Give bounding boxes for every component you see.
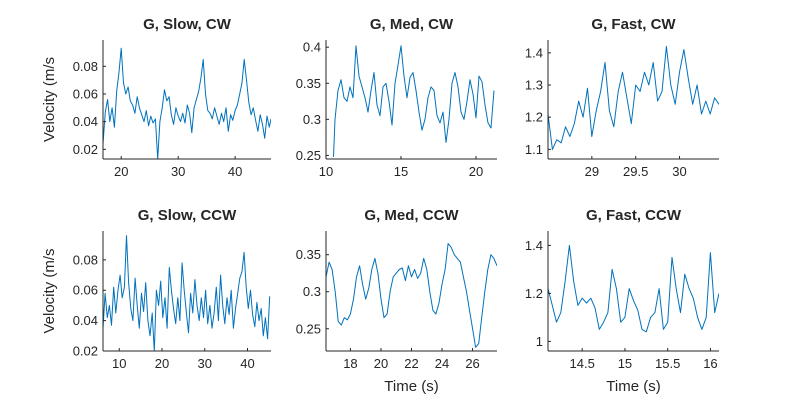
x-tick-label: 29.5	[623, 164, 648, 179]
subplot-title: G, Slow, CW	[143, 16, 232, 33]
y-axis-label: Velocity (m/s	[41, 57, 58, 142]
y-tick-label: 1.1	[525, 142, 543, 157]
y-tick-label: 1.2	[525, 286, 543, 301]
x-tick-label: 15.5	[655, 356, 680, 371]
y-tick-label: 1	[536, 334, 543, 349]
series-line	[326, 243, 497, 348]
x-tick-label: 15	[618, 356, 632, 371]
y-tick-label: 0.35	[296, 76, 321, 91]
subplot-title: G, Fast, CW	[591, 16, 676, 33]
subplot-3: 29 29.5 30 1.1 1.2 1.3 1.4 G, Fast, CW	[525, 16, 719, 179]
x-tick-label: 40	[240, 356, 254, 371]
subplot-title: G, Fast, CCW	[586, 207, 682, 224]
y-tick-label: 0.08	[73, 252, 98, 267]
x-tick-label: 30	[171, 164, 185, 179]
subplot-title: G, Med, CCW	[364, 207, 459, 224]
y-axis-label: Velocity (m/s	[41, 248, 58, 333]
y-tick-label: 0.08	[73, 59, 98, 74]
subplot-2: 10 15 20 0.25 0.3 0.35 0.4 G, Med, CW	[296, 16, 497, 179]
y-tick-label: 1.4	[525, 238, 543, 253]
y-tick-label: 0.04	[73, 114, 98, 129]
y-tick-label: 0.04	[73, 313, 98, 328]
x-tick-label: 10	[319, 164, 333, 179]
y-tick-label: 1.4	[525, 45, 543, 60]
subplot-title: G, Med, CW	[370, 16, 454, 33]
x-tick-label: 20	[469, 164, 483, 179]
x-axis-label: Time (s)	[606, 378, 660, 395]
y-tick-label: 0.02	[73, 344, 98, 359]
y-tick-label: 0.25	[296, 321, 321, 336]
x-tick-label: 14.5	[570, 356, 595, 371]
x-tick-label: 10	[112, 356, 126, 371]
x-tick-label: 20	[155, 356, 169, 371]
y-tick-label: 1.3	[525, 78, 543, 93]
x-tick-label: 40	[228, 164, 242, 179]
series-line	[103, 47, 271, 159]
subplot-4: 10 20 30 40 0.02 0.04 0.06 0.08 G, Slow, CCW Velo…	[41, 207, 271, 371]
y-tick-label: 0.25	[296, 148, 321, 163]
y-tick-label: 0.4	[303, 40, 321, 55]
y-tick-label: 0.06	[73, 86, 98, 101]
series-line	[333, 45, 495, 157]
series-line	[548, 244, 719, 333]
y-tick-label: 0.3	[303, 284, 321, 299]
y-tick-label: 1.2	[525, 110, 543, 125]
y-tick-label: 0.3	[303, 112, 321, 127]
subplot-5: 18 20 22 24 26 0.25 0.3 0.35 G, Med, CCW Time (s)	[296, 207, 497, 395]
x-tick-label: 18	[343, 356, 357, 371]
subplot-title: G, Slow, CCW	[138, 207, 237, 224]
y-tick-label: 0.35	[296, 247, 321, 262]
x-axis-label: Time (s)	[384, 378, 438, 395]
x-tick-label: 29	[585, 164, 599, 179]
series-line	[548, 45, 719, 150]
x-tick-label: 30	[672, 164, 686, 179]
subplot-6: 14.5 15 15.5 16 1 1.2 1.4 G, Fast, CCW Time (s)	[525, 207, 719, 395]
y-tick-label: 0.06	[73, 283, 98, 298]
y-tick-label: 0.02	[73, 142, 98, 157]
x-tick-label: 30	[198, 356, 212, 371]
x-tick-label: 16	[703, 356, 717, 371]
subplot-1: 20 30 40 0.02 0.04 0.06 0.08 G, Slow, CW Velocit…	[41, 16, 271, 179]
x-tick-label: 20	[374, 356, 388, 371]
x-tick-label: 22	[404, 356, 418, 371]
x-tick-label: 15	[394, 164, 408, 179]
x-tick-label: 20	[114, 164, 128, 179]
x-tick-label: 24	[435, 356, 449, 371]
series-line	[103, 235, 271, 351]
x-tick-label: 26	[465, 356, 479, 371]
